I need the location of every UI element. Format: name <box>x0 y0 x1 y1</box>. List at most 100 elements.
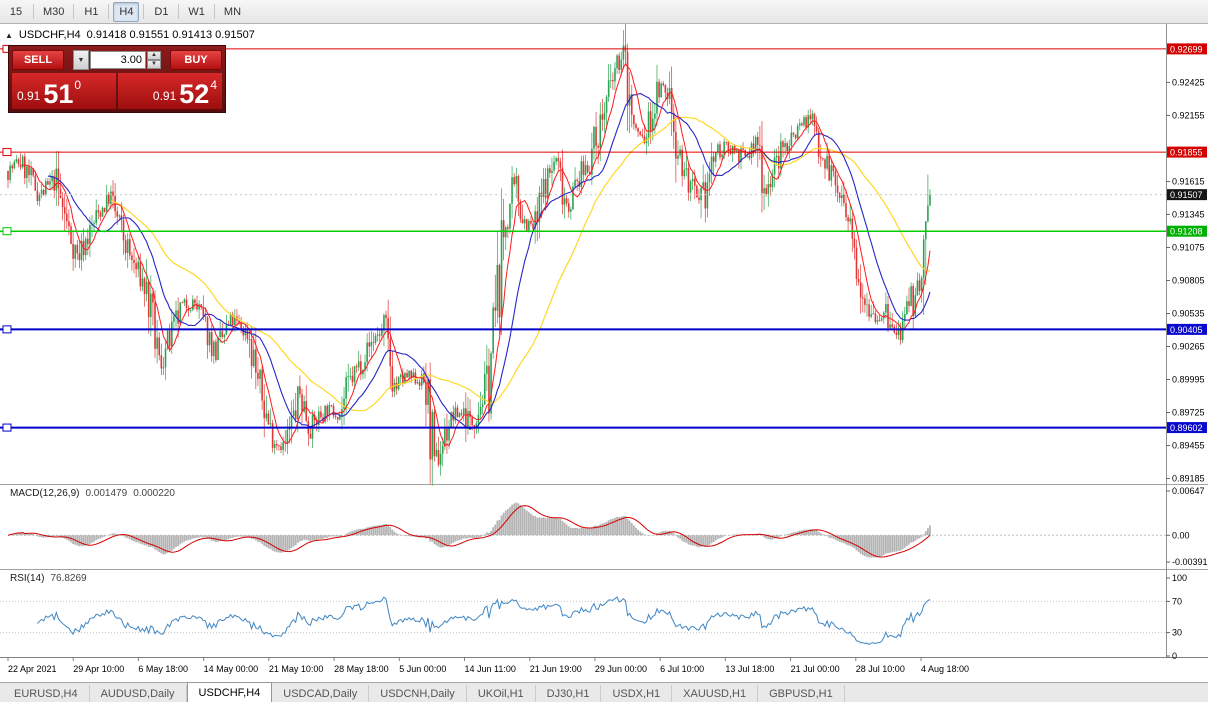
volume-increase-icon[interactable]: ▲ <box>147 51 161 60</box>
line-handle-icon[interactable] <box>2 423 12 432</box>
price-marker-0.89602 <box>1167 422 1207 434</box>
volume-control: ▼ ▲ ▼ <box>64 50 170 70</box>
tab-usdcad-daily[interactable]: USDCAD,Daily <box>272 685 370 702</box>
buy-button[interactable]: BUY <box>170 50 222 70</box>
svg-text:0.90535: 0.90535 <box>1172 308 1205 318</box>
tab-dj30-h1[interactable]: DJ30,H1 <box>536 685 602 702</box>
buy-price-display[interactable]: 0.91 52 4 <box>118 73 222 109</box>
timeframe-buttons: 15 M30 H1 H4 D1 W1 MN <box>2 1 247 22</box>
svg-text:0.89995: 0.89995 <box>1172 375 1205 385</box>
svg-text:100: 100 <box>1172 573 1187 583</box>
tab-usdx-h1[interactable]: USDX,H1 <box>601 685 673 702</box>
svg-text:0.92155: 0.92155 <box>1172 110 1205 120</box>
tab-gbpusd-h1[interactable]: GBPUSD,H1 <box>758 685 845 702</box>
toolbar-separator <box>33 4 34 19</box>
timeframe-toolbar: 15 M30 H1 H4 D1 W1 MN <box>0 0 1208 24</box>
collapse-panel-icon[interactable]: ▲ <box>5 30 13 40</box>
svg-text:0.89725: 0.89725 <box>1172 408 1205 418</box>
timeframe-W1[interactable]: W1 <box>183 2 210 22</box>
svg-text:13 Jul 18:00: 13 Jul 18:00 <box>725 664 774 674</box>
tab-usdcnh-daily[interactable]: USDCNH,Daily <box>369 685 467 702</box>
horizontal-lines[interactable] <box>0 44 1166 432</box>
tab-ukoil-h1[interactable]: UKOil,H1 <box>467 685 536 702</box>
buy-price-big-digits: 52 <box>179 79 210 109</box>
time-axis-labels[interactable]: 22 Apr 2021 29 Apr 10:00 6 May 18:00 14 May… <box>7 658 969 674</box>
one-click-trading-panel: SELL ▼ ▲ ▼ BUY 0.91 51 0 0.91 52 4 <box>8 45 226 113</box>
toolbar-separator <box>73 4 75 19</box>
svg-text:70: 70 <box>1172 596 1182 606</box>
timeframe-15[interactable]: 15 <box>3 2 29 22</box>
svg-text:0.91615: 0.91615 <box>1172 176 1205 186</box>
svg-text:21 Jun 19:00: 21 Jun 19:00 <box>530 664 582 674</box>
svg-text:28 Jul 10:00: 28 Jul 10:00 <box>856 664 905 674</box>
price-marker-0.91208 <box>1167 225 1207 237</box>
svg-text:14 May 00:00: 14 May 00:00 <box>204 664 259 674</box>
svg-text:21 Jul 00:00: 21 Jul 00:00 <box>791 664 840 674</box>
price-marker-0.91855 <box>1167 146 1207 158</box>
svg-text:0.91507: 0.91507 <box>1170 190 1203 200</box>
volume-dropdown-icon[interactable]: ▼ <box>73 50 89 70</box>
toolbar-separator <box>178 4 180 19</box>
ma-mid-line <box>47 92 931 431</box>
line-handle-icon[interactable] <box>2 227 12 236</box>
timeframe-M30[interactable]: M30 <box>38 2 69 22</box>
toolbar-separator <box>143 4 145 19</box>
volume-input[interactable] <box>90 51 146 69</box>
candlesticks <box>7 24 931 486</box>
svg-text:30: 30 <box>1172 628 1182 638</box>
ma-slow-line <box>110 116 931 412</box>
timeframe-H4[interactable]: H4 <box>113 1 140 22</box>
svg-text:0.91075: 0.91075 <box>1172 242 1205 252</box>
svg-text:28 May 18:00: 28 May 18:00 <box>334 664 389 674</box>
svg-text:29 Apr 10:00: 29 Apr 10:00 <box>73 664 124 674</box>
svg-text:0.00: 0.00 <box>1172 530 1190 540</box>
svg-text:5 Jun 00:00: 5 Jun 00:00 <box>399 664 446 674</box>
macd-name: MACD(12,26,9) <box>10 488 80 499</box>
chart-title: ▲ USDCHF,H4 0.91418 0.91551 0.91413 0.91… <box>5 29 255 41</box>
rsi-indicator-label: RSI(14) 76.8269 <box>10 573 87 584</box>
price-scale[interactable]: 0.92425 0.92155 0.91615 0.91345 0.91075 0.908… <box>1166 77 1208 661</box>
tab-eurusd-h4[interactable]: EURUSD,H4 <box>3 685 90 702</box>
sell-price-display[interactable]: 0.91 51 0 <box>12 73 116 109</box>
volume-decrease-icon[interactable]: ▼ <box>147 60 161 69</box>
svg-text:0.91345: 0.91345 <box>1172 209 1205 219</box>
svg-text:0.90405: 0.90405 <box>1170 325 1203 335</box>
buy-price-prefix: 0.91 <box>152 89 177 103</box>
tab-xauusd-h1[interactable]: XAUUSD,H1 <box>672 685 759 702</box>
price-scale-markers: 0.92699 0.91855 0.91507 0.91208 0.90405 0.896… <box>1167 43 1207 434</box>
svg-text:0.92425: 0.92425 <box>1172 77 1205 87</box>
svg-text:0.91855: 0.91855 <box>1170 148 1203 158</box>
rsi-line <box>37 596 931 645</box>
moving-averages <box>22 63 931 448</box>
rsi-name: RSI(14) <box>10 573 45 584</box>
svg-text:14 Jun 11:00: 14 Jun 11:00 <box>465 664 516 674</box>
tab-usdchf-h4[interactable]: USDCHF,H4 <box>186 682 273 702</box>
timeframe-MN[interactable]: MN <box>219 2 246 22</box>
chart-canvas[interactable]: 0.92425 0.92155 0.91615 0.91345 0.91075 0.908… <box>0 24 1208 682</box>
toolbar-separator <box>213 4 215 19</box>
price-marker-0.90405 <box>1167 323 1207 335</box>
svg-text:0: 0 <box>1172 651 1177 661</box>
chart-tab-bar: EURUSD,H4 AUDUSD,Daily USDCHF,H4 USDCAD,Dai… <box>0 682 1208 702</box>
svg-text:0.92699: 0.92699 <box>1170 44 1203 54</box>
sell-price-pip-digit: 0 <box>74 78 82 92</box>
timeframe-H1[interactable]: H1 <box>78 2 104 22</box>
macd-signal-line <box>7 505 931 558</box>
svg-text:21 May 10:00: 21 May 10:00 <box>269 664 324 674</box>
sell-button[interactable]: SELL <box>12 50 64 70</box>
svg-text:29 Jun 00:00: 29 Jun 00:00 <box>595 664 647 674</box>
toolbar-separator <box>108 4 110 19</box>
line-handle-icon[interactable] <box>2 148 12 157</box>
svg-text:6 Jul 10:00: 6 Jul 10:00 <box>660 664 704 674</box>
price-marker-0.91507 <box>1167 189 1207 201</box>
timeframe-D1[interactable]: D1 <box>148 2 174 22</box>
macd-signal-value: 0.000220 <box>133 488 175 499</box>
svg-text:0.89185: 0.89185 <box>1172 474 1205 484</box>
svg-text:0.00647: 0.00647 <box>1172 486 1205 496</box>
tab-audusd-daily[interactable]: AUDUSD,Daily <box>90 685 187 702</box>
ma-fast-line <box>22 63 931 448</box>
line-handle-icon[interactable] <box>2 325 12 334</box>
sell-price-prefix: 0.91 <box>17 89 41 103</box>
svg-text:0.89602: 0.89602 <box>1170 423 1203 433</box>
svg-text:6 May 18:00: 6 May 18:00 <box>138 664 188 674</box>
